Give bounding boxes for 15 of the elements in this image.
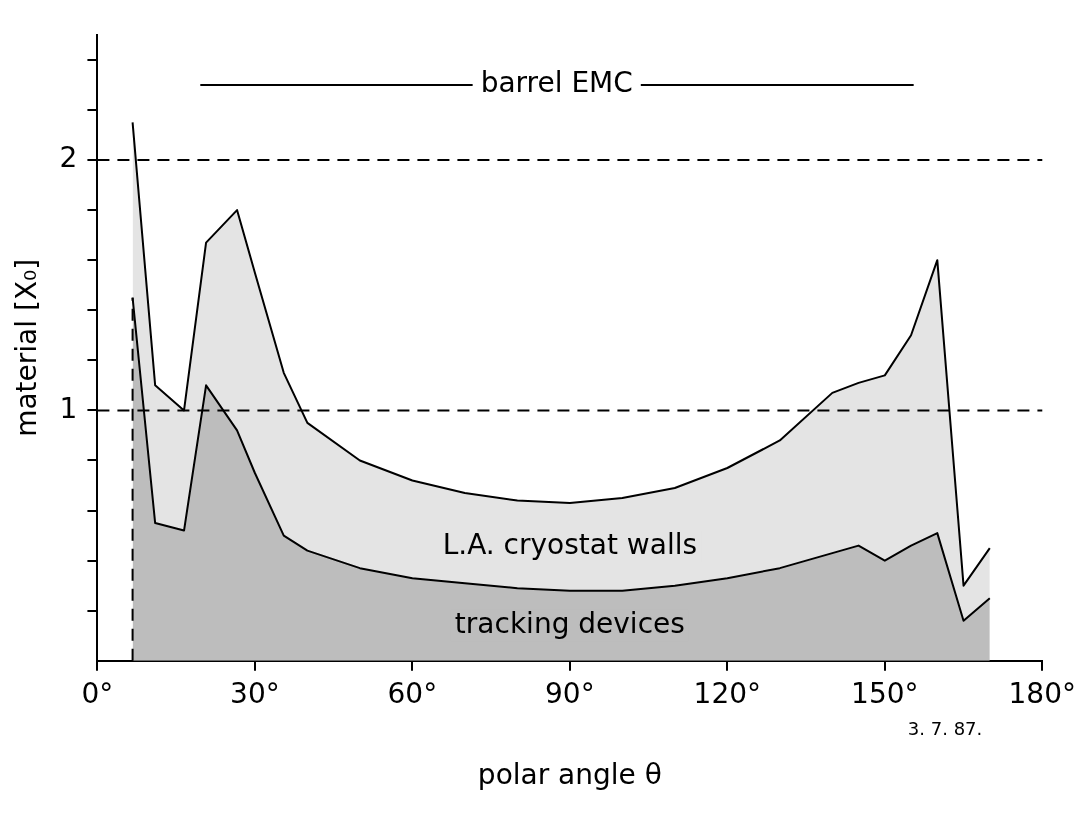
x-axis-title: polar angle θ: [477, 758, 662, 792]
y-axis-title: material [X₀]: [10, 258, 44, 437]
x-tick-label: 120°: [693, 676, 762, 710]
text: 3. 7. 87.: [907, 718, 983, 740]
x-tick-label: 60°: [387, 676, 438, 710]
x-tick-label: 30°: [230, 676, 280, 710]
y-tick-label: 1: [59, 391, 78, 425]
series-label: L.A. cryostat walls: [442, 528, 698, 562]
x-tick-label: 90°: [545, 676, 595, 710]
x-tick-label: 180°: [1008, 676, 1076, 710]
series-label: tracking devices: [454, 607, 685, 641]
x-tick-label: 0°: [81, 676, 114, 710]
y-tick-label: 2: [59, 141, 78, 175]
x-tick-label: 150°: [851, 676, 919, 710]
annotation: barrel EMC: [480, 66, 633, 100]
